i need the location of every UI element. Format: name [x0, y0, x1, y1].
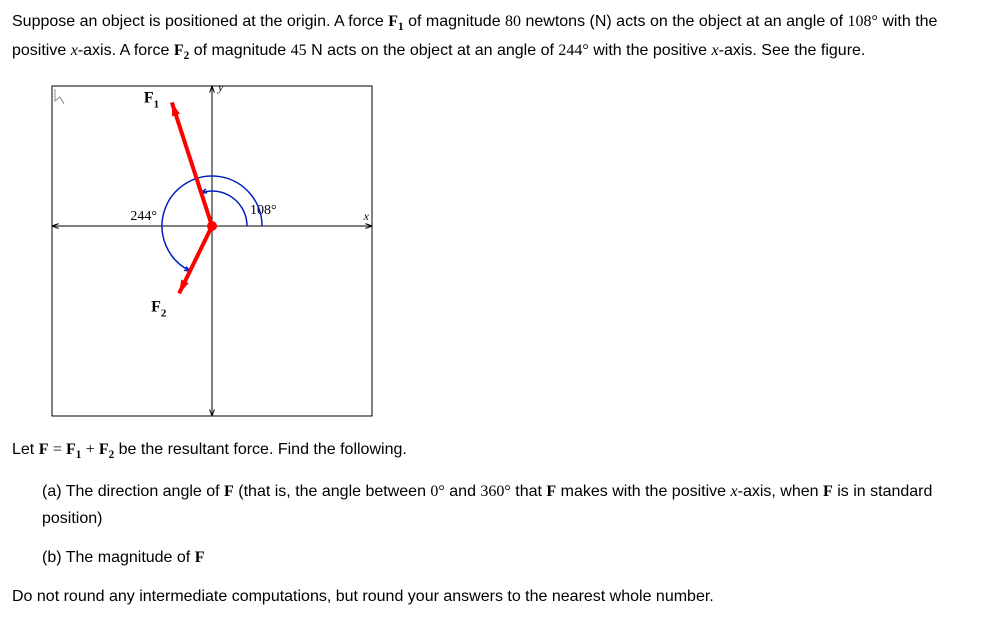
res-F: F — [39, 441, 49, 458]
magnitude1: 80 — [505, 13, 521, 30]
problem-statement: Suppose an object is positioned at the o… — [12, 8, 980, 66]
intro-text-9: -axis. See the figure. — [719, 42, 866, 59]
qa-F3: F — [823, 483, 833, 500]
qa-F2: F — [546, 483, 556, 500]
x-axis-2: x — [712, 42, 719, 59]
qa-zero: 0° — [430, 483, 444, 500]
svg-text:x: x — [363, 209, 370, 223]
svg-text:244°: 244° — [130, 209, 157, 224]
angle1: 108° — [847, 13, 877, 30]
figure-container: x y 108° 244° F1 F2 — [42, 76, 980, 426]
intro-text-3: newtons (N) acts on the object at an ang… — [525, 13, 847, 30]
intro-text-2: of magnitude — [408, 13, 505, 30]
qb-label: (b) — [42, 549, 66, 566]
qa-t5: makes with the positive — [561, 483, 731, 500]
svg-text:F1: F1 — [144, 90, 159, 111]
qa-t1: The direction angle of — [66, 483, 224, 500]
rounding-note: Do not round any intermediate computatio… — [12, 583, 980, 610]
res-F1: F — [66, 441, 76, 458]
qa-t6: -axis, when — [738, 483, 823, 500]
angle2: 244° — [558, 42, 588, 59]
svg-text:108°: 108° — [250, 203, 277, 218]
qb-F: F — [195, 549, 205, 566]
intro-text-8: with the positive — [593, 42, 711, 59]
qa-t2: (that is, the angle between — [238, 483, 430, 500]
qa-F: F — [224, 483, 234, 500]
magnitude2: 45 — [291, 42, 307, 59]
qa-x: x — [731, 483, 738, 500]
res-text-1: Let — [12, 441, 39, 458]
res-eq: = — [53, 441, 66, 458]
question-list: (a) The direction angle of F (that is, t… — [42, 478, 980, 572]
intro-text-1: Suppose an object is positioned at the o… — [12, 13, 388, 30]
qa-t3: and — [449, 483, 480, 500]
intro-text-5: -axis. A force — [78, 42, 174, 59]
intro-text-6: of magnitude — [194, 42, 291, 59]
force2-symbol: F — [174, 42, 184, 59]
res-F2-sub: 2 — [109, 450, 115, 462]
intro-text-7: N acts on the object at an angle of — [311, 42, 558, 59]
force1-subscript: 1 — [398, 21, 404, 33]
qa-360: 360° — [480, 483, 510, 500]
qa-t4: that — [515, 483, 546, 500]
x-axis-1: x — [71, 42, 78, 59]
question-a: (a) The direction angle of F (that is, t… — [42, 478, 980, 532]
qb-t1: The magnitude of — [66, 549, 195, 566]
question-b: (b) The magnitude of F — [42, 544, 980, 571]
force1-symbol: F — [388, 13, 398, 30]
res-F1-sub: 1 — [76, 450, 82, 462]
force-diagram: x y 108° 244° F1 F2 — [42, 76, 382, 426]
resultant-statement: Let F = F1 + F2 be the resultant force. … — [12, 436, 980, 465]
svg-text:y: y — [217, 80, 224, 94]
force2-subscript: 2 — [184, 50, 190, 62]
res-text-2: be the resultant force. Find the followi… — [119, 441, 407, 458]
res-F2: F — [99, 441, 109, 458]
qa-label: (a) — [42, 483, 66, 500]
res-plus: + — [86, 441, 99, 458]
svg-text:F2: F2 — [151, 299, 167, 320]
